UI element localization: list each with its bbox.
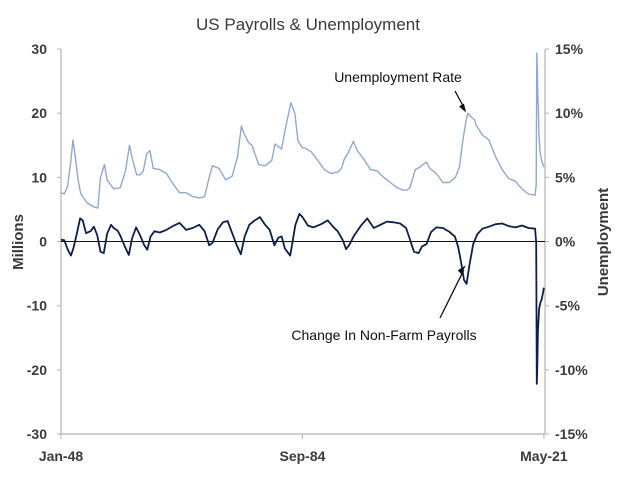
annotations: Unemployment Rate Change In Non-Farm Payr… bbox=[291, 69, 476, 343]
y-right-tick-label: -15% bbox=[555, 426, 588, 442]
y-axis-right-label: Unemployment bbox=[595, 188, 612, 296]
annotation-payrolls-arrowhead bbox=[457, 265, 466, 275]
y-left-tick-label: -30 bbox=[27, 426, 47, 442]
annotation-unemployment-arrowhead bbox=[458, 103, 466, 113]
x-tick-label: May-21 bbox=[520, 448, 568, 464]
y-left-tick-label: -10 bbox=[27, 298, 47, 314]
y-left-tick-label: 30 bbox=[31, 41, 47, 57]
annotation-payrolls-label: Change In Non-Farm Payrolls bbox=[291, 327, 476, 343]
tick-labels: 30 20 10 0 -10 -20 -30 15% 10% 5% 0% -5% -10% -15% Jan… bbox=[27, 41, 588, 464]
y-right-tick-label: 10% bbox=[555, 105, 584, 121]
x-tick-label: Jan-48 bbox=[39, 448, 84, 464]
payrolls-change-line bbox=[60, 212, 545, 385]
annotation-payrolls-arrow bbox=[439, 270, 465, 319]
y-left-tick-label: -20 bbox=[27, 362, 47, 378]
y-right-tick-label: 0% bbox=[555, 234, 576, 250]
y-right-tick-label: 5% bbox=[555, 169, 576, 185]
axes bbox=[60, 49, 546, 435]
y-left-tick-label: 10 bbox=[31, 169, 47, 185]
y-right-tick-label: 15% bbox=[555, 41, 584, 57]
unemployment-rate-line bbox=[60, 52, 545, 209]
series-lines bbox=[60, 52, 545, 385]
y-right-tick-label: -10% bbox=[555, 362, 588, 378]
x-tick-label: Sep-84 bbox=[280, 448, 326, 464]
annotation-unemployment-label: Unemployment Rate bbox=[334, 69, 462, 85]
y-axis-left-label: Millions bbox=[10, 214, 27, 270]
y-right-tick-label: -5% bbox=[555, 298, 580, 314]
y-left-tick-label: 20 bbox=[31, 105, 47, 121]
chart-title: US Payrolls & Unemployment bbox=[196, 15, 420, 34]
y-left-tick-label: 0 bbox=[39, 234, 47, 250]
